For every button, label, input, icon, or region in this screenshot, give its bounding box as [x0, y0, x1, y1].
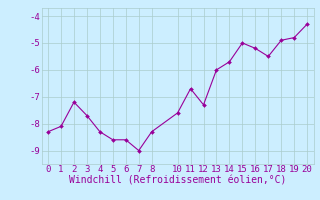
X-axis label: Windchill (Refroidissement éolien,°C): Windchill (Refroidissement éolien,°C) [69, 176, 286, 186]
